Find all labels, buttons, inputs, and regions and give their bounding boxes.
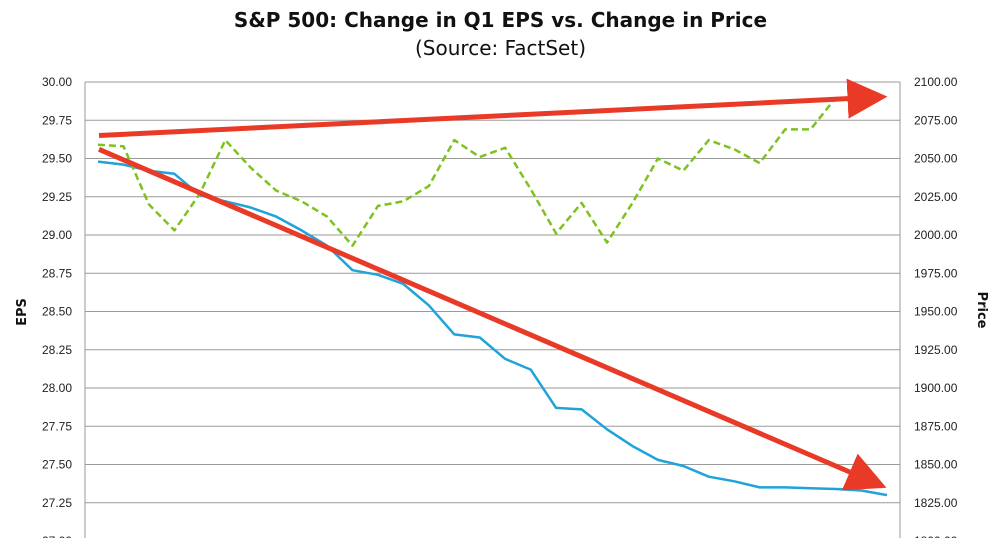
right-tick-label: 1800.00 [914,534,958,538]
right-tick-label: 1950.00 [914,305,958,319]
left-tick-label: 29.50 [42,152,72,166]
left-tick-label: 27.25 [42,496,72,510]
left-tick-label: 28.00 [42,381,72,395]
right-axis-label: Price [974,292,989,329]
right-tick-label: 2100.00 [914,75,958,89]
right-tick-label: 1900.00 [914,381,958,395]
left-axis-label: EPS [15,298,30,326]
left-tick-label: 28.75 [42,266,72,280]
right-tick-label: 1925.00 [914,343,958,357]
up-trend-arrow [98,78,888,139]
chart-subtitle: (Source: FactSet) [415,36,586,60]
right-tick-label: 1825.00 [914,496,958,510]
right-axis-ticks: 2100.00 2075.00 2050.00 2025.00 2000.00 1975.… [914,75,958,538]
left-tick-label: 27.75 [42,419,72,433]
left-tick-label: 28.50 [42,305,72,319]
left-axis-ticks: 30.00 29.75 29.50 29.25 29.00 28.75 28.50 28.25… [42,75,72,538]
right-tick-label: 1850.00 [914,458,958,472]
series-layer [97,96,888,497]
right-tick-label: 2025.00 [914,190,958,204]
left-tick-label: 27.00 [42,534,72,538]
annotation-layer [98,78,888,491]
left-tick-label: 29.00 [42,228,72,242]
price-series-line [97,96,838,247]
left-tick-label: 30.00 [42,75,72,89]
left-tick-label: 29.25 [42,190,72,204]
right-tick-label: 1875.00 [914,419,958,433]
right-tick-label: 2075.00 [914,113,958,127]
left-tick-label: 28.25 [42,343,72,357]
left-tick-label: 27.50 [42,458,72,472]
right-tick-label: 2000.00 [914,228,958,242]
down-trend-arrow [98,147,887,491]
left-tick-label: 29.75 [42,113,72,127]
eps-series-line [97,160,888,497]
gridlines [84,81,901,538]
right-tick-label: 1975.00 [914,266,958,280]
chart-title: S&P 500: Change in Q1 EPS vs. Change in … [233,8,768,32]
title-block: S&P 500: Change in Q1 EPS vs. Change in … [0,6,1001,62]
right-tick-label: 2050.00 [914,152,958,166]
